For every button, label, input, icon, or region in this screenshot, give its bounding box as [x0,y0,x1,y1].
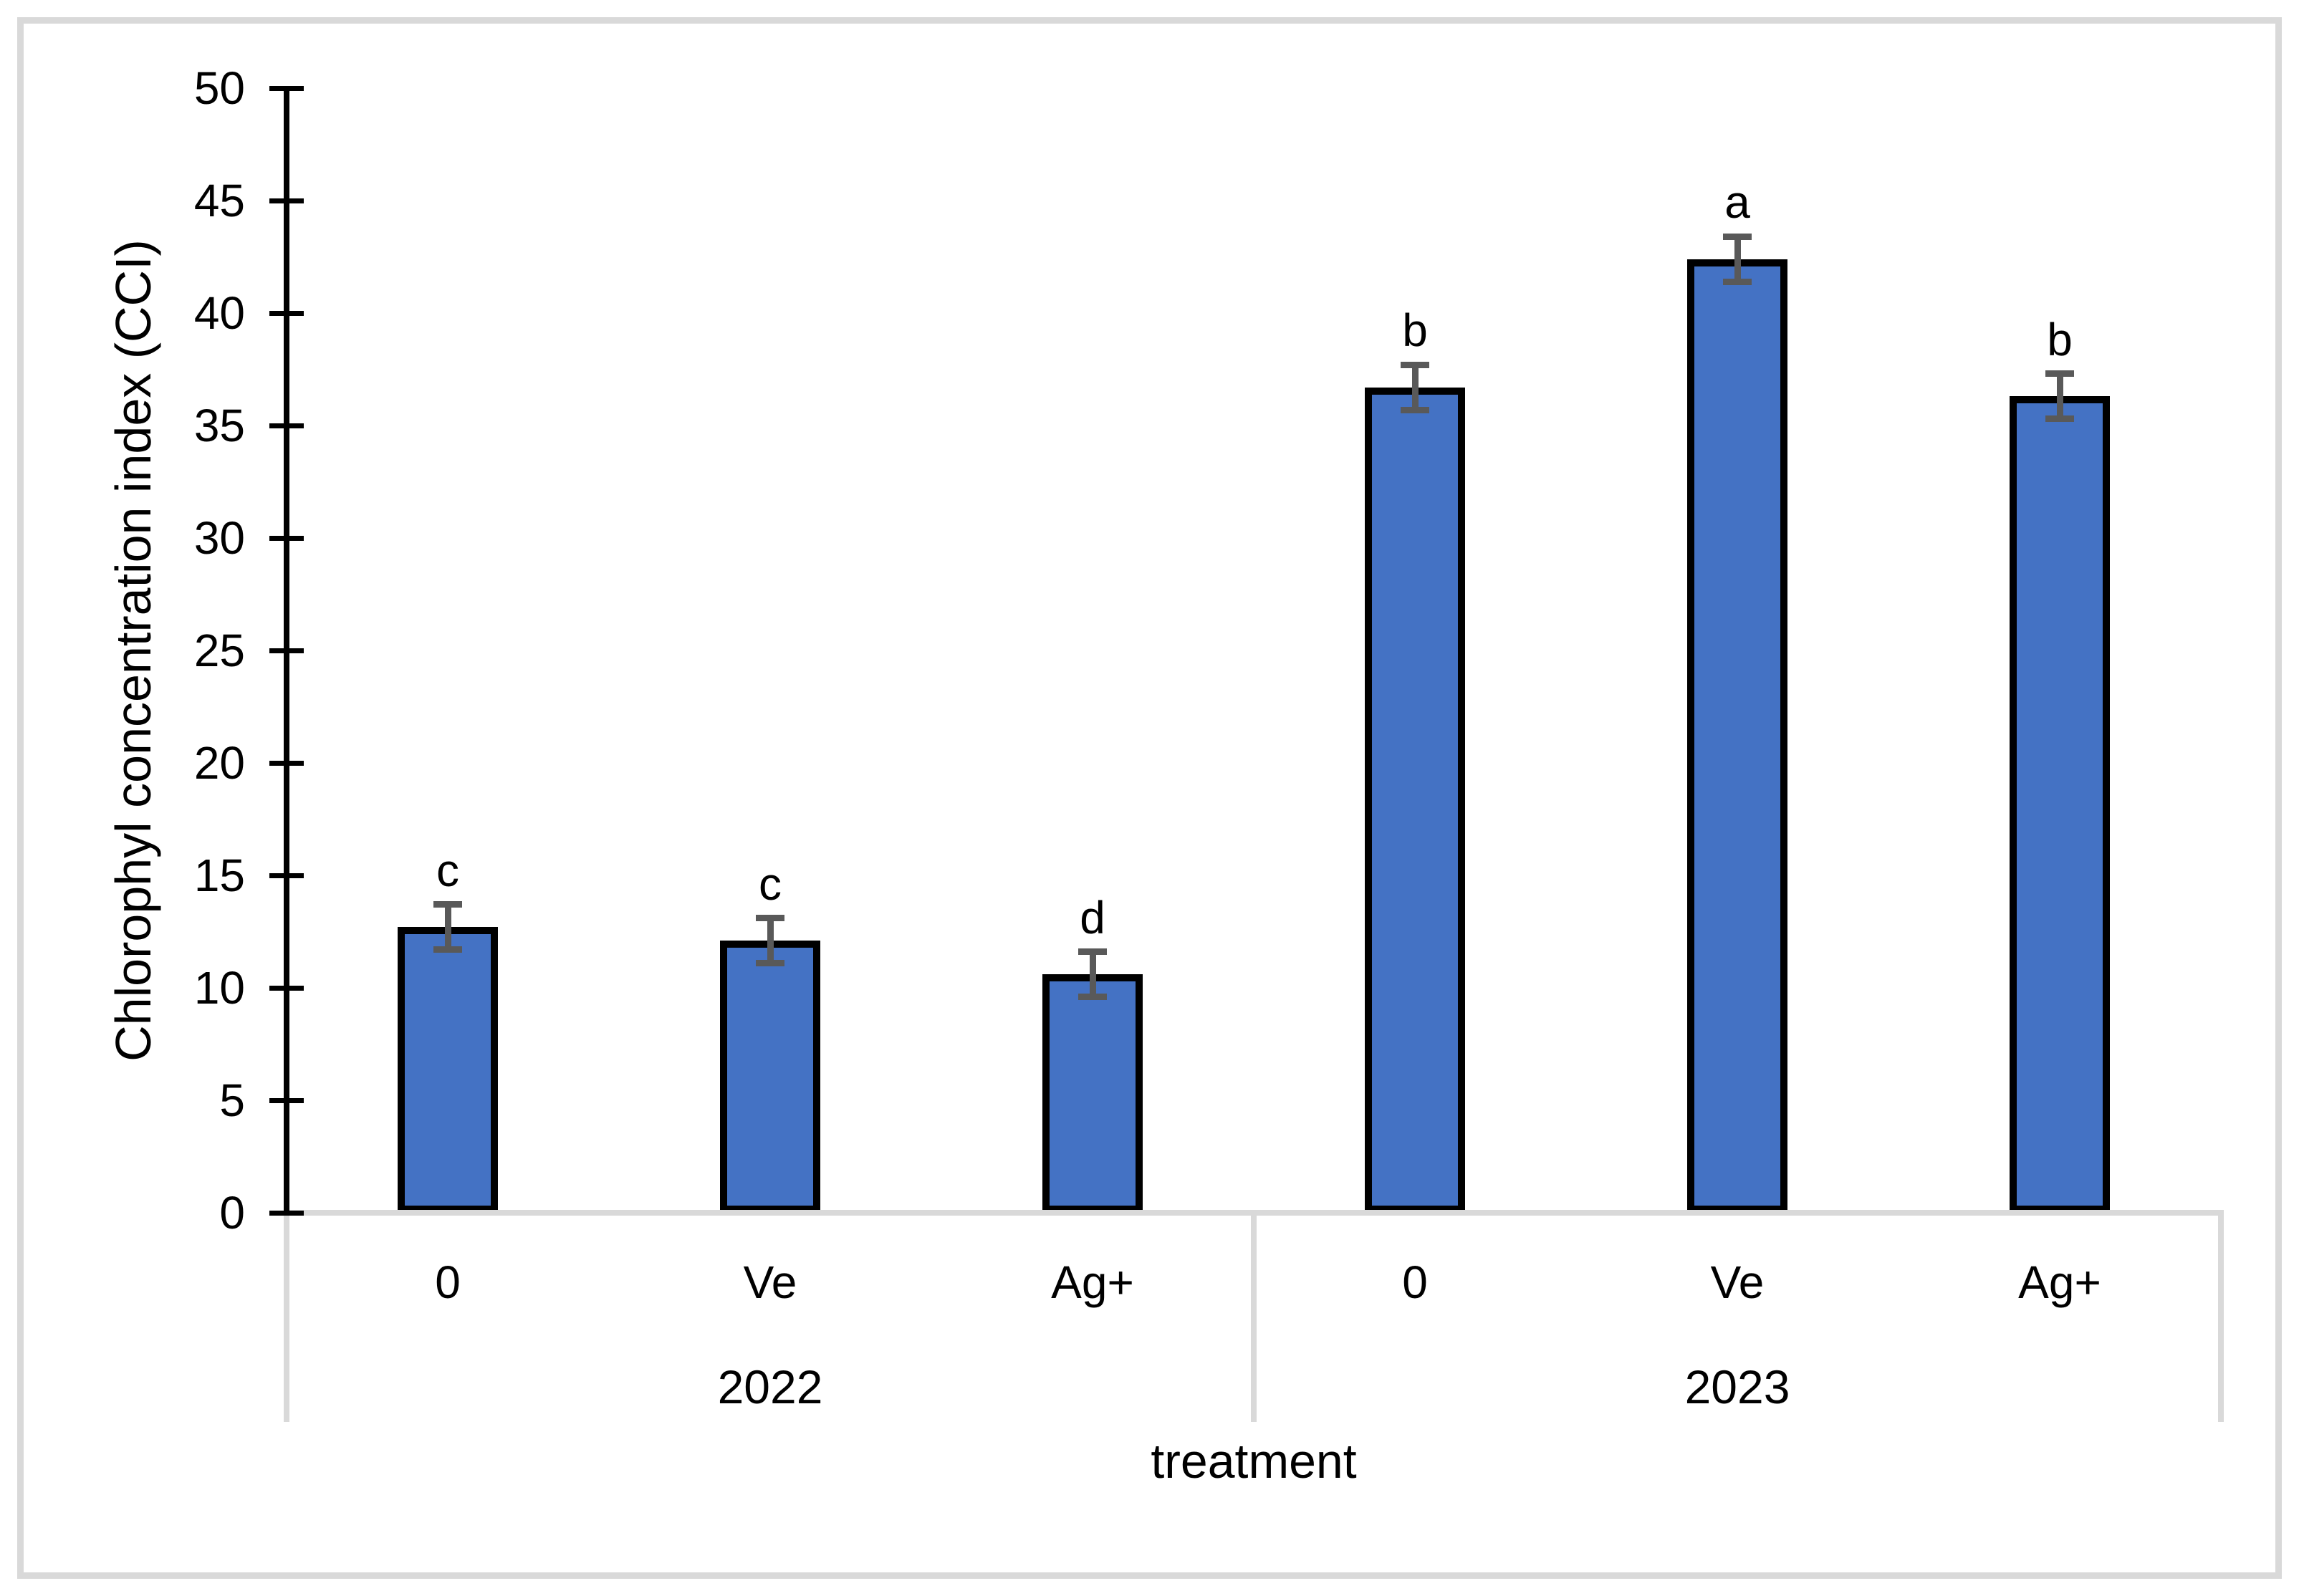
category-label-Ve: Ve [1710,1256,1765,1308]
y-tick-label: 30 [193,512,245,564]
bar-2022-Ag+ [1042,974,1143,1213]
error-bar-cap [1078,994,1107,1001]
y-tick-label: 40 [193,287,245,339]
category-label-Ve: Ve [743,1256,797,1308]
y-tick-label: 50 [193,62,245,114]
group-label-2022: 2022 [717,1360,823,1413]
y-axis-tick [269,535,304,541]
significance-letter: c [759,857,782,910]
error-bar-cap [2045,370,2074,378]
y-tick-label: 25 [193,625,245,676]
category-table-separator [2218,1213,2224,1422]
y-axis-tick [269,423,304,428]
error-bar-cap [1401,361,1429,368]
bar-2023-Ag+ [2010,396,2110,1213]
y-tick-label: 0 [219,1187,245,1239]
error-bar-cap [433,946,462,953]
y-tick-label: 35 [193,400,245,451]
error-bar-cap [433,901,462,908]
y-axis-tick [269,648,304,653]
y-axis-tick [269,198,304,203]
error-bar-cap [1078,948,1107,956]
category-table-separator [1251,1213,1257,1422]
error-bar-line [1089,951,1096,997]
category-table-separator [284,1213,289,1422]
category-label-Ag+: Ag+ [1051,1256,1134,1308]
y-tick-label: 45 [193,175,245,226]
bar-2023-Ve [1687,259,1787,1213]
y-axis-tick [269,872,304,878]
y-tick-label: 10 [193,962,245,1014]
bar-2022-Ve [720,941,820,1213]
bar-2023-0 [1365,387,1465,1213]
significance-letter: d [1080,891,1105,943]
significance-letter: b [1402,304,1428,357]
error-bar-cap [1401,406,1429,413]
y-axis-tick [269,985,304,991]
error-bar-cap [2045,415,2074,423]
error-bar-line [444,904,451,950]
y-axis-tick [269,760,304,766]
significance-letter: c [436,844,459,896]
error-bar-line [2056,373,2063,419]
category-label-0: 0 [1402,1256,1428,1308]
group-label-2023: 2023 [1684,1360,1790,1413]
significance-letter: a [1724,176,1750,229]
error-bar-cap [756,959,784,966]
x-axis-title: treatment [1151,1434,1357,1489]
significance-letter: b [2047,313,2073,365]
y-axis-tick [269,1097,304,1103]
error-bar-line [1411,365,1419,410]
y-axis-tick [269,85,304,91]
error-bar-line [767,918,774,963]
y-axis-tick [269,1210,304,1216]
error-bar-cap [756,915,784,922]
figure-border [17,17,2282,1579]
error-bar-cap [1723,278,1752,285]
y-tick-label: 20 [193,737,245,789]
error-bar-line [1734,236,1741,282]
bar-2022-0 [398,927,498,1213]
y-tick-label: 15 [193,850,245,901]
error-bar-cap [1723,233,1752,240]
category-label-0: 0 [435,1256,461,1308]
y-tick-label: 5 [219,1075,245,1126]
category-label-Ag+: Ag+ [2018,1256,2101,1308]
y-axis-title: Chlorophyl concentration index (CCI) [105,239,161,1062]
y-axis-tick [269,310,304,316]
